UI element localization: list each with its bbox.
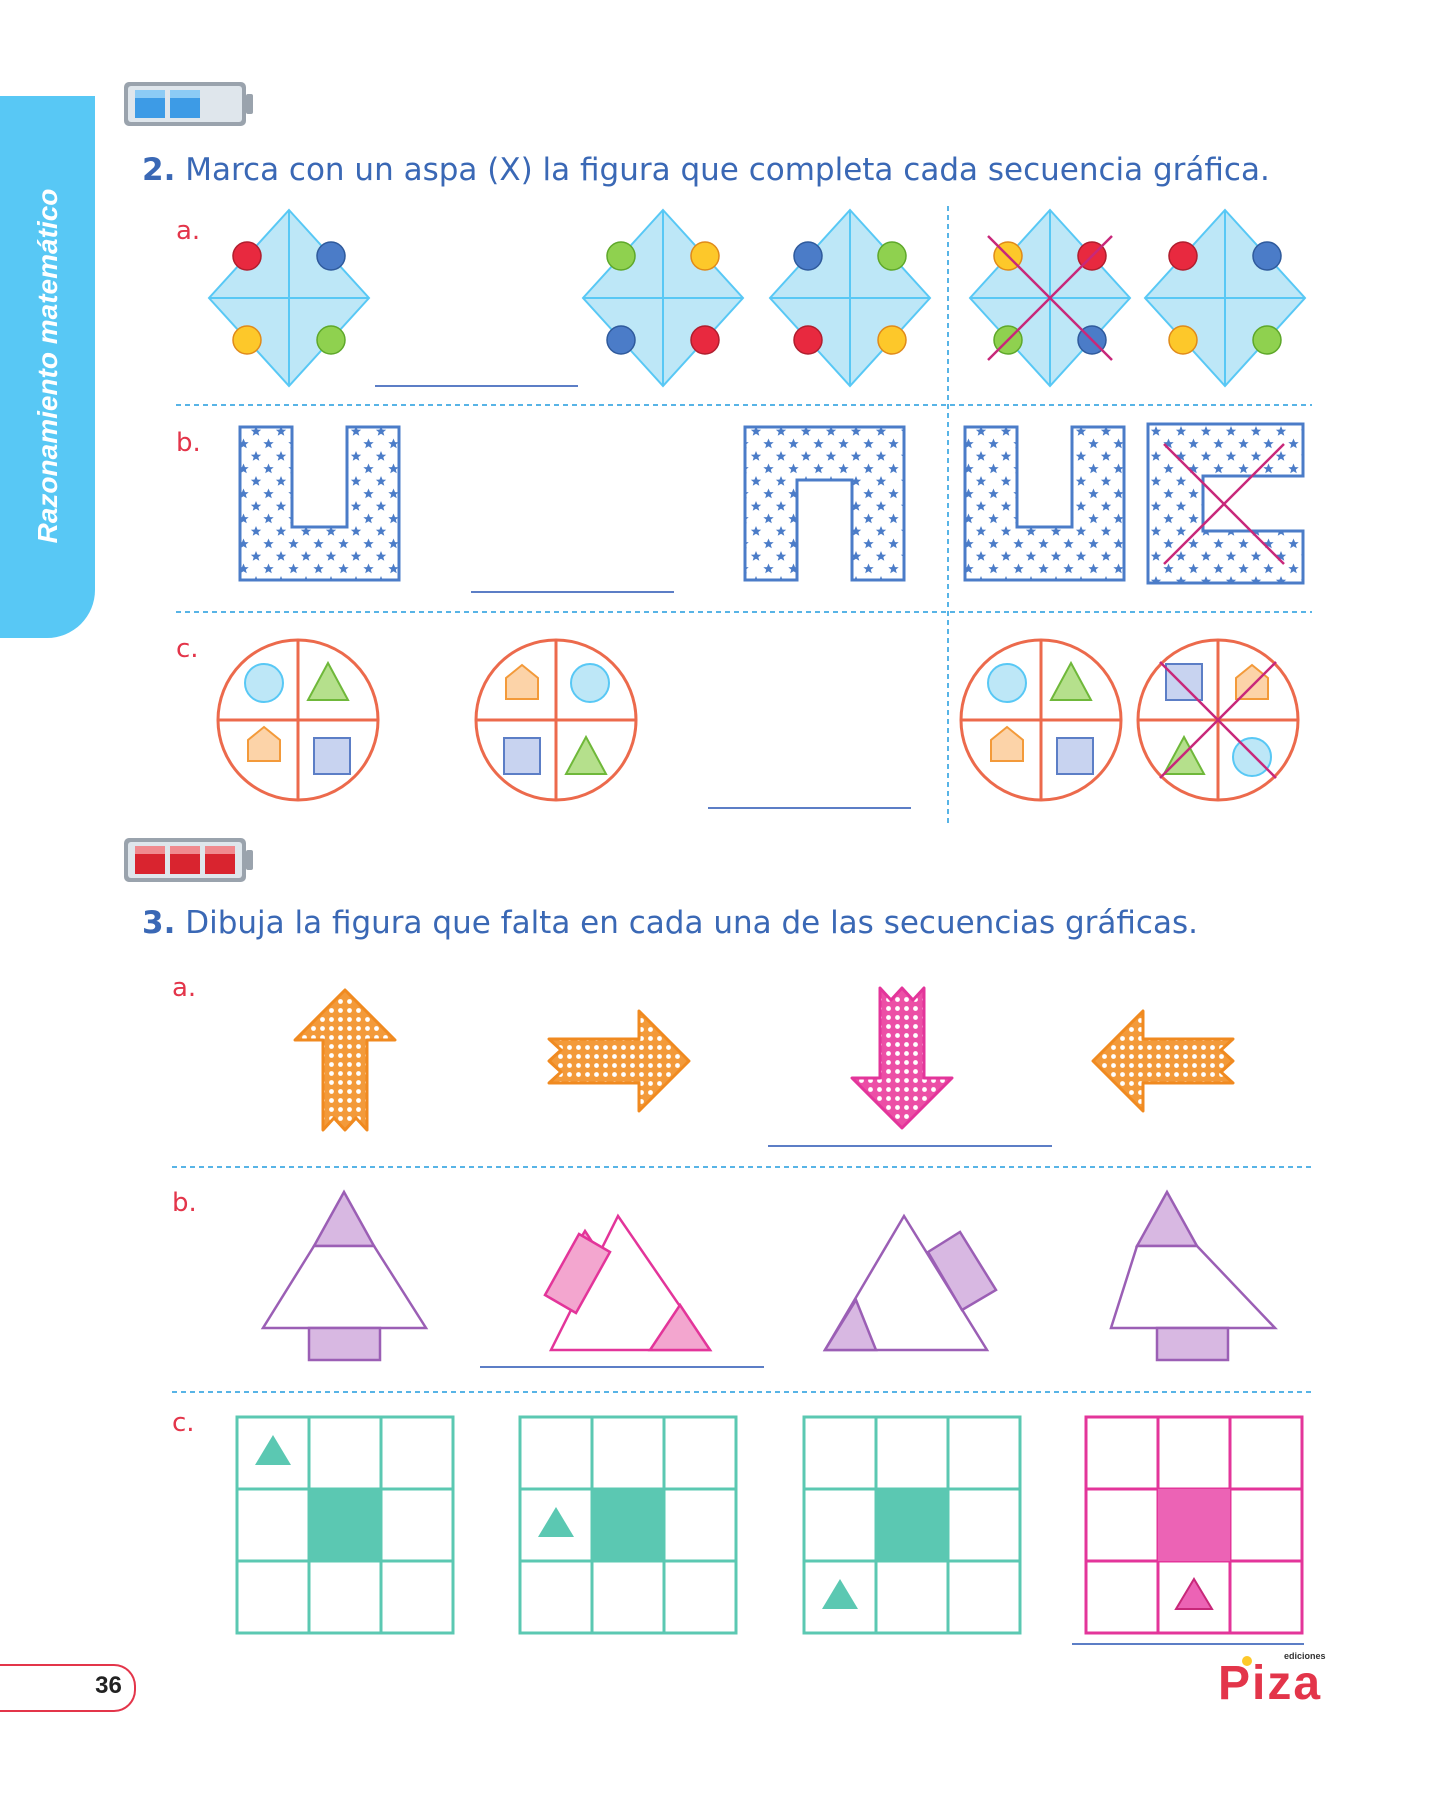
row-3a-arrow-up bbox=[293, 988, 397, 1132]
row-b-n-shape bbox=[743, 425, 906, 582]
exercise-3-item-a-label: a. bbox=[172, 973, 197, 1003]
exercise-2-number: 2. bbox=[142, 152, 176, 188]
row-3a-arrow-right bbox=[547, 1009, 691, 1113]
exercise-3-text: Dibuja la figura que falta en cada una d… bbox=[185, 905, 1198, 941]
row-3b-tree-3 bbox=[822, 1213, 998, 1352]
exercise-3-item-c-label: c. bbox=[172, 1408, 195, 1438]
publisher-logo: Piza bbox=[1218, 1657, 1323, 1710]
row-b-u-shape bbox=[238, 425, 401, 582]
page-number: 36 bbox=[95, 1672, 122, 1699]
row-a-diamond-2 bbox=[582, 209, 744, 387]
row-b-shapes bbox=[238, 422, 1305, 585]
exercise-3-instruction: 3. Dibuja la figura que falta en cada un… bbox=[142, 905, 1198, 941]
row-c-option-1 bbox=[959, 638, 1123, 802]
exercise-3-item-b-label: b. bbox=[172, 1188, 197, 1218]
row-3b-tree-4 bbox=[1109, 1189, 1278, 1362]
row-3b-tree-2 bbox=[543, 1213, 713, 1352]
row-3b-tree-1 bbox=[260, 1189, 429, 1362]
publisher-small-text: ediciones bbox=[1284, 1651, 1326, 1661]
row-3c-grid-3 bbox=[802, 1415, 1022, 1635]
row-a-diamond-3 bbox=[769, 209, 931, 387]
exercise-2-item-b-label: b. bbox=[176, 428, 201, 458]
row-a-option-crossed bbox=[969, 209, 1131, 387]
row-3a-arrow-down bbox=[850, 986, 954, 1130]
exercise-2-item-c-label: c. bbox=[176, 634, 199, 664]
exercise-2-text: Marca con un aspa (X) la figura que comp… bbox=[185, 152, 1270, 188]
publisher-logo-dot bbox=[1242, 1656, 1252, 1666]
exercise-3-number: 3. bbox=[142, 905, 176, 941]
row-c-circle-2 bbox=[474, 638, 638, 802]
battery-three-bars-icon bbox=[124, 838, 253, 882]
row-c-circle-1 bbox=[216, 638, 380, 802]
row-3c-grid-1 bbox=[235, 1415, 455, 1635]
row-b-option-u bbox=[963, 425, 1126, 582]
sidebar-tab bbox=[0, 96, 95, 638]
exercise-3-separators bbox=[172, 1166, 1312, 1393]
row-c-option-crossed bbox=[1136, 638, 1300, 802]
exercise-2-separators bbox=[176, 206, 1312, 825]
page-number-box bbox=[0, 1664, 136, 1712]
row-3c-grid-2 bbox=[518, 1415, 738, 1635]
row-3c-grid-4 bbox=[1084, 1415, 1304, 1635]
row-a-diamond-1 bbox=[208, 209, 370, 387]
exercise-2-instruction: 2. Marca con un aspa (X) la figura que c… bbox=[142, 152, 1270, 188]
exercise-2-item-a-label: a. bbox=[176, 216, 201, 246]
row-3a-arrow-left bbox=[1091, 1009, 1235, 1113]
row-a-option-2 bbox=[1144, 209, 1306, 387]
battery-two-bars-icon bbox=[124, 82, 253, 126]
